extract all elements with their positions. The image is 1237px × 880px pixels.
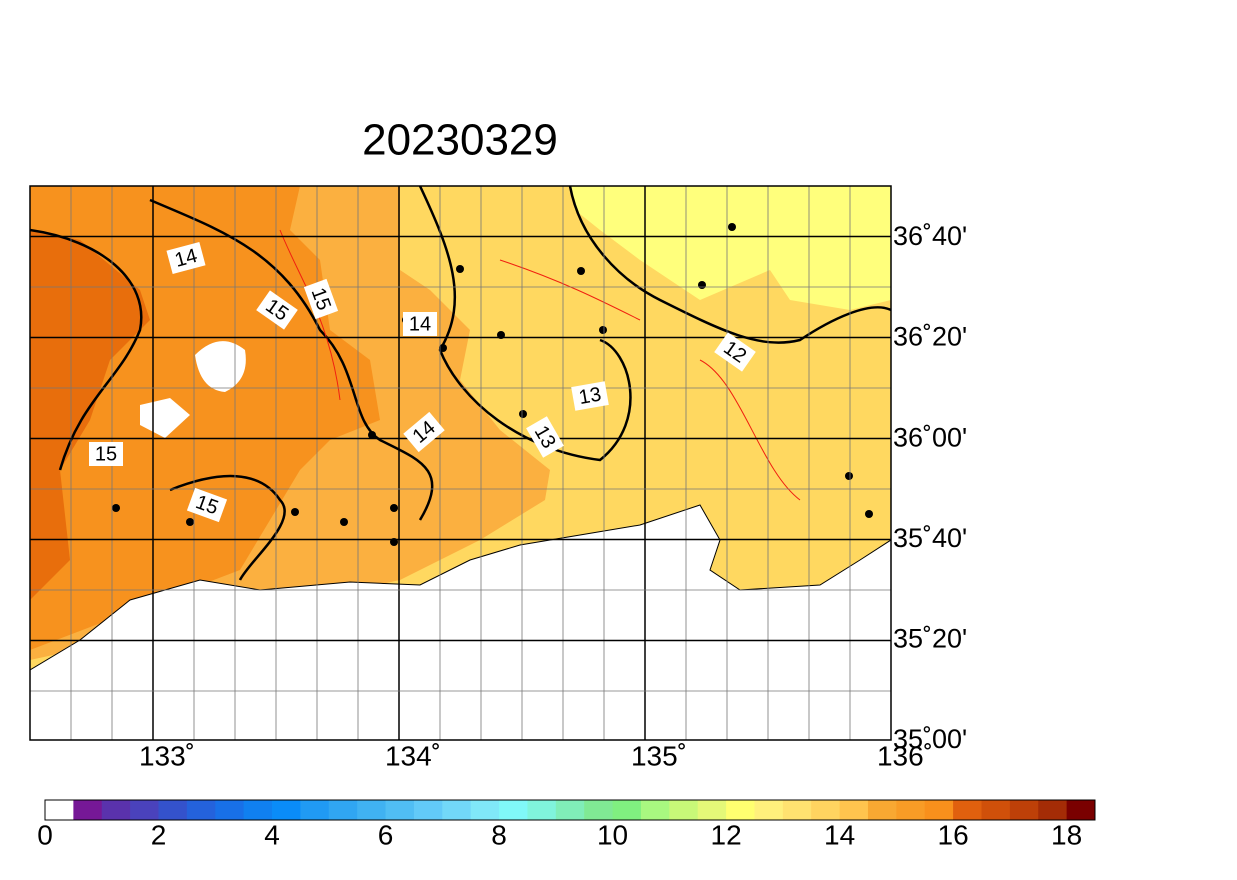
colorbar-box [1009,800,1039,820]
graticule [30,186,891,740]
colorbar-box [243,800,273,820]
colorbar-box [499,800,528,820]
colorbar-box [73,800,103,820]
label-box [571,381,609,411]
colorbar-box [669,800,699,820]
colorbar-box [726,800,755,820]
colorbar-box [754,800,784,820]
colorbar-box [924,800,954,820]
label-box [714,332,756,372]
label-box [89,442,123,466]
colorbar-label: 12 [711,819,742,850]
contour-label: 15 [89,442,123,466]
label-box [403,312,437,336]
lat-label: 36˚40' [893,221,967,251]
lat-label: 36˚20' [893,322,967,352]
colorbar-box [328,800,358,820]
contour-label: 13 [571,381,609,411]
colorbar-box [186,800,216,820]
label-box [186,487,228,523]
colorbar-box [584,800,614,820]
colorbar-box [867,800,897,820]
colorbar-box [385,800,415,820]
label-box [526,416,564,458]
colorbar-box [896,800,926,820]
lat-label: 36˚00' [893,422,967,452]
colorbar-frame [44,799,1096,821]
label-box [303,278,339,320]
colorbar-box [981,800,1011,820]
colorbar-box [1038,800,1068,820]
contour-label: 14 [166,242,206,274]
sst-15-16 [30,230,150,600]
colorbar-label: 4 [264,819,280,850]
colorbar-box [782,800,812,820]
colorbar-label: 10 [597,819,628,850]
lat-label: 35˚40' [893,523,967,553]
colorbar-label: 14 [824,819,855,850]
colorbar-box [130,800,160,820]
lon-label: 133˚ [139,740,195,771]
colorbar-box [215,800,245,820]
colorbar-box [45,800,74,820]
colorbar-box [640,800,670,820]
contour-line [418,186,632,462]
lon-label: 134˚ [385,740,441,771]
colorbar-label: 8 [491,819,507,850]
colorbar-box [470,800,500,820]
colorbar-box [839,800,869,820]
axis-labels: 133˚ 134˚ 135˚ 136˚ 36˚40' 36˚20' 36˚00' 35˚40'… [139,221,967,771]
colorbar-label: 18 [1051,819,1082,850]
land [30,504,891,740]
colorbar-label: 6 [378,819,394,850]
colorbar-box [953,800,982,820]
colorbar-label: 2 [151,819,167,850]
colorbar-box [272,800,301,820]
colorbar-box [101,800,131,820]
colorbar-box [555,800,585,820]
contour-label: 14 [403,312,437,336]
contour-value: 15 [95,443,117,465]
colorbar-label: 16 [938,819,969,850]
label-box [166,242,206,274]
sst-11-12 [570,186,891,310]
colorbar-box [158,800,188,820]
island [195,341,246,392]
colorbar-box [612,800,642,820]
lat-label: 35˚00' [893,724,967,754]
label-box [403,411,445,453]
map-frame [29,185,892,741]
colorbar-box [300,800,330,820]
colorbar: 0 2 4 6 8 10 12 14 16 18 [37,799,1096,850]
colorbar-box [527,800,557,820]
lon-label: 136˚ [877,740,933,771]
colorbar-box [811,800,841,820]
colorbar-box [1066,800,1096,820]
contour-line [149,198,434,521]
colorbar-box [697,800,727,820]
colorbar-box [357,800,387,820]
lon-label: 135˚ [631,740,687,771]
contour-value: 13 [577,384,603,410]
contour-line [169,474,286,581]
colorbar-box [442,800,472,820]
contour-value: 14 [409,313,431,335]
label-box [256,290,298,330]
contour-line [30,228,143,471]
map-title: 20230329 [362,116,558,165]
colorbar-box [413,800,443,820]
colorbar-label: 0 [37,819,53,850]
lat-label: 35˚20' [893,624,967,654]
